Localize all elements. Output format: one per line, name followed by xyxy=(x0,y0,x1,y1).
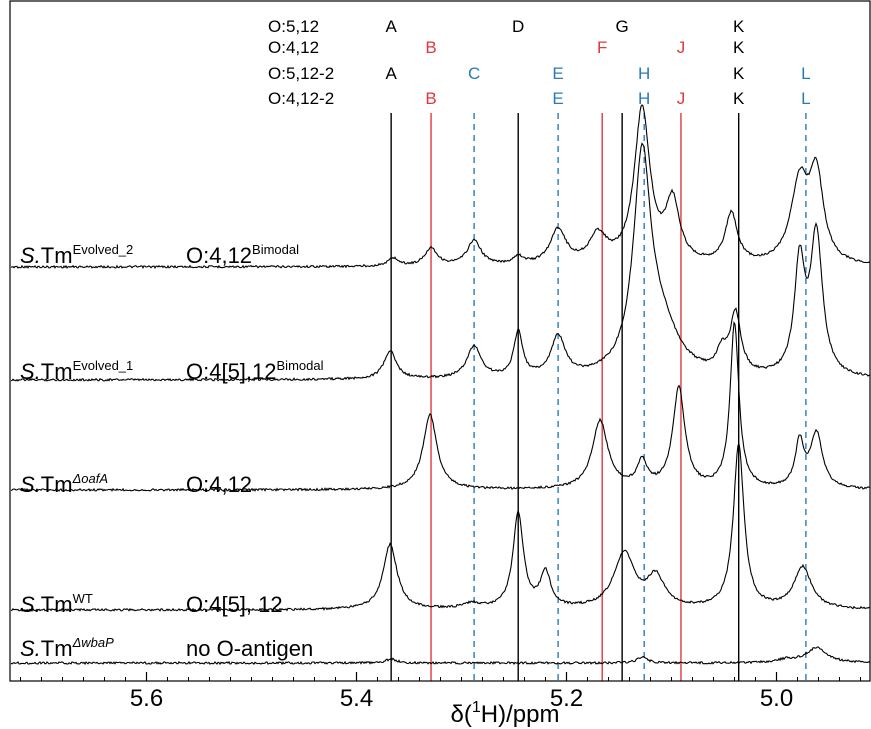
header-letter-G: G xyxy=(616,17,629,36)
header-letter-A: A xyxy=(385,17,397,36)
spectrum-trace-2 xyxy=(10,142,871,382)
header-letter-K: K xyxy=(733,17,745,36)
tick-label: 5.2 xyxy=(550,685,583,712)
series-strain-label: S.TmEvolved_2 xyxy=(20,242,133,268)
series-labels: S.TmEvolved_2 O:4,12Bimodal S.TmEvolved_1 O… xyxy=(20,242,324,661)
reference-lines xyxy=(390,113,807,681)
header-letter-C: C xyxy=(468,64,480,83)
series-serotype-label: O:4[5],12Bimodal xyxy=(186,358,324,384)
header-row-label: O:4,12-2 xyxy=(268,89,334,108)
header-letter-D: D xyxy=(512,17,524,36)
header-letter-A: A xyxy=(385,64,397,83)
x-axis-label-post: H)/ppm xyxy=(481,701,560,728)
series-strain-label: S.TmEvolved_1 xyxy=(20,358,133,384)
header-letter-E: E xyxy=(552,89,563,108)
x-axis-label-sup: 1 xyxy=(472,699,481,716)
x-axis-label: δ(1H)/ppm xyxy=(451,699,560,728)
header-letter-J: J xyxy=(677,89,686,108)
header-letter-J: J xyxy=(677,38,686,57)
spectrum-trace-3 xyxy=(10,321,871,493)
assignment-header: O:5,12 A D G K O:4,12 B F J K O:5,12-2 A C E H K L O:4,12… xyxy=(268,17,811,108)
header-letter-B: B xyxy=(425,89,436,108)
header-letter-B: B xyxy=(425,38,436,57)
header-letter-K: K xyxy=(733,64,745,83)
series-strain-label: S.TmΔoafA xyxy=(20,471,108,497)
header-row-label: O:5,12 xyxy=(268,17,319,36)
x-axis: 5.6 5.4 5.2 5.0 xyxy=(9,0,871,712)
series-serotype-label: O:4,12 xyxy=(186,472,252,497)
spectrum-trace-5 xyxy=(10,646,871,666)
header-letter-H: H xyxy=(638,89,650,108)
tick-label: 5.0 xyxy=(760,685,793,712)
series-serotype-label: O:4,12Bimodal xyxy=(186,242,299,268)
series-strain-label: S.TmWT xyxy=(20,591,93,617)
header-letter-F: F xyxy=(597,38,607,57)
tick-label: 5.4 xyxy=(340,685,373,712)
x-axis-label-pre: δ( xyxy=(451,701,472,728)
spectrum-trace-1 xyxy=(11,104,871,269)
header-letter-L: L xyxy=(801,64,810,83)
header-letter-E: E xyxy=(552,64,563,83)
header-row-label: O:5,12-2 xyxy=(268,64,334,83)
spectra-traces xyxy=(10,104,871,666)
series-strain-label: S.TmΔwbaP xyxy=(20,635,114,661)
spectrum-trace-4 xyxy=(10,442,871,612)
series-serotype-label: no O-antigen xyxy=(186,636,313,661)
header-letter-L: L xyxy=(801,89,810,108)
tick-label: 5.6 xyxy=(130,685,163,712)
series-serotype-label: O:4[5], 12 xyxy=(186,592,283,617)
header-row-label: O:4,12 xyxy=(268,38,319,57)
header-letter-K: K xyxy=(733,89,745,108)
header-letter-K: K xyxy=(733,38,745,57)
header-letter-H: H xyxy=(638,64,650,83)
